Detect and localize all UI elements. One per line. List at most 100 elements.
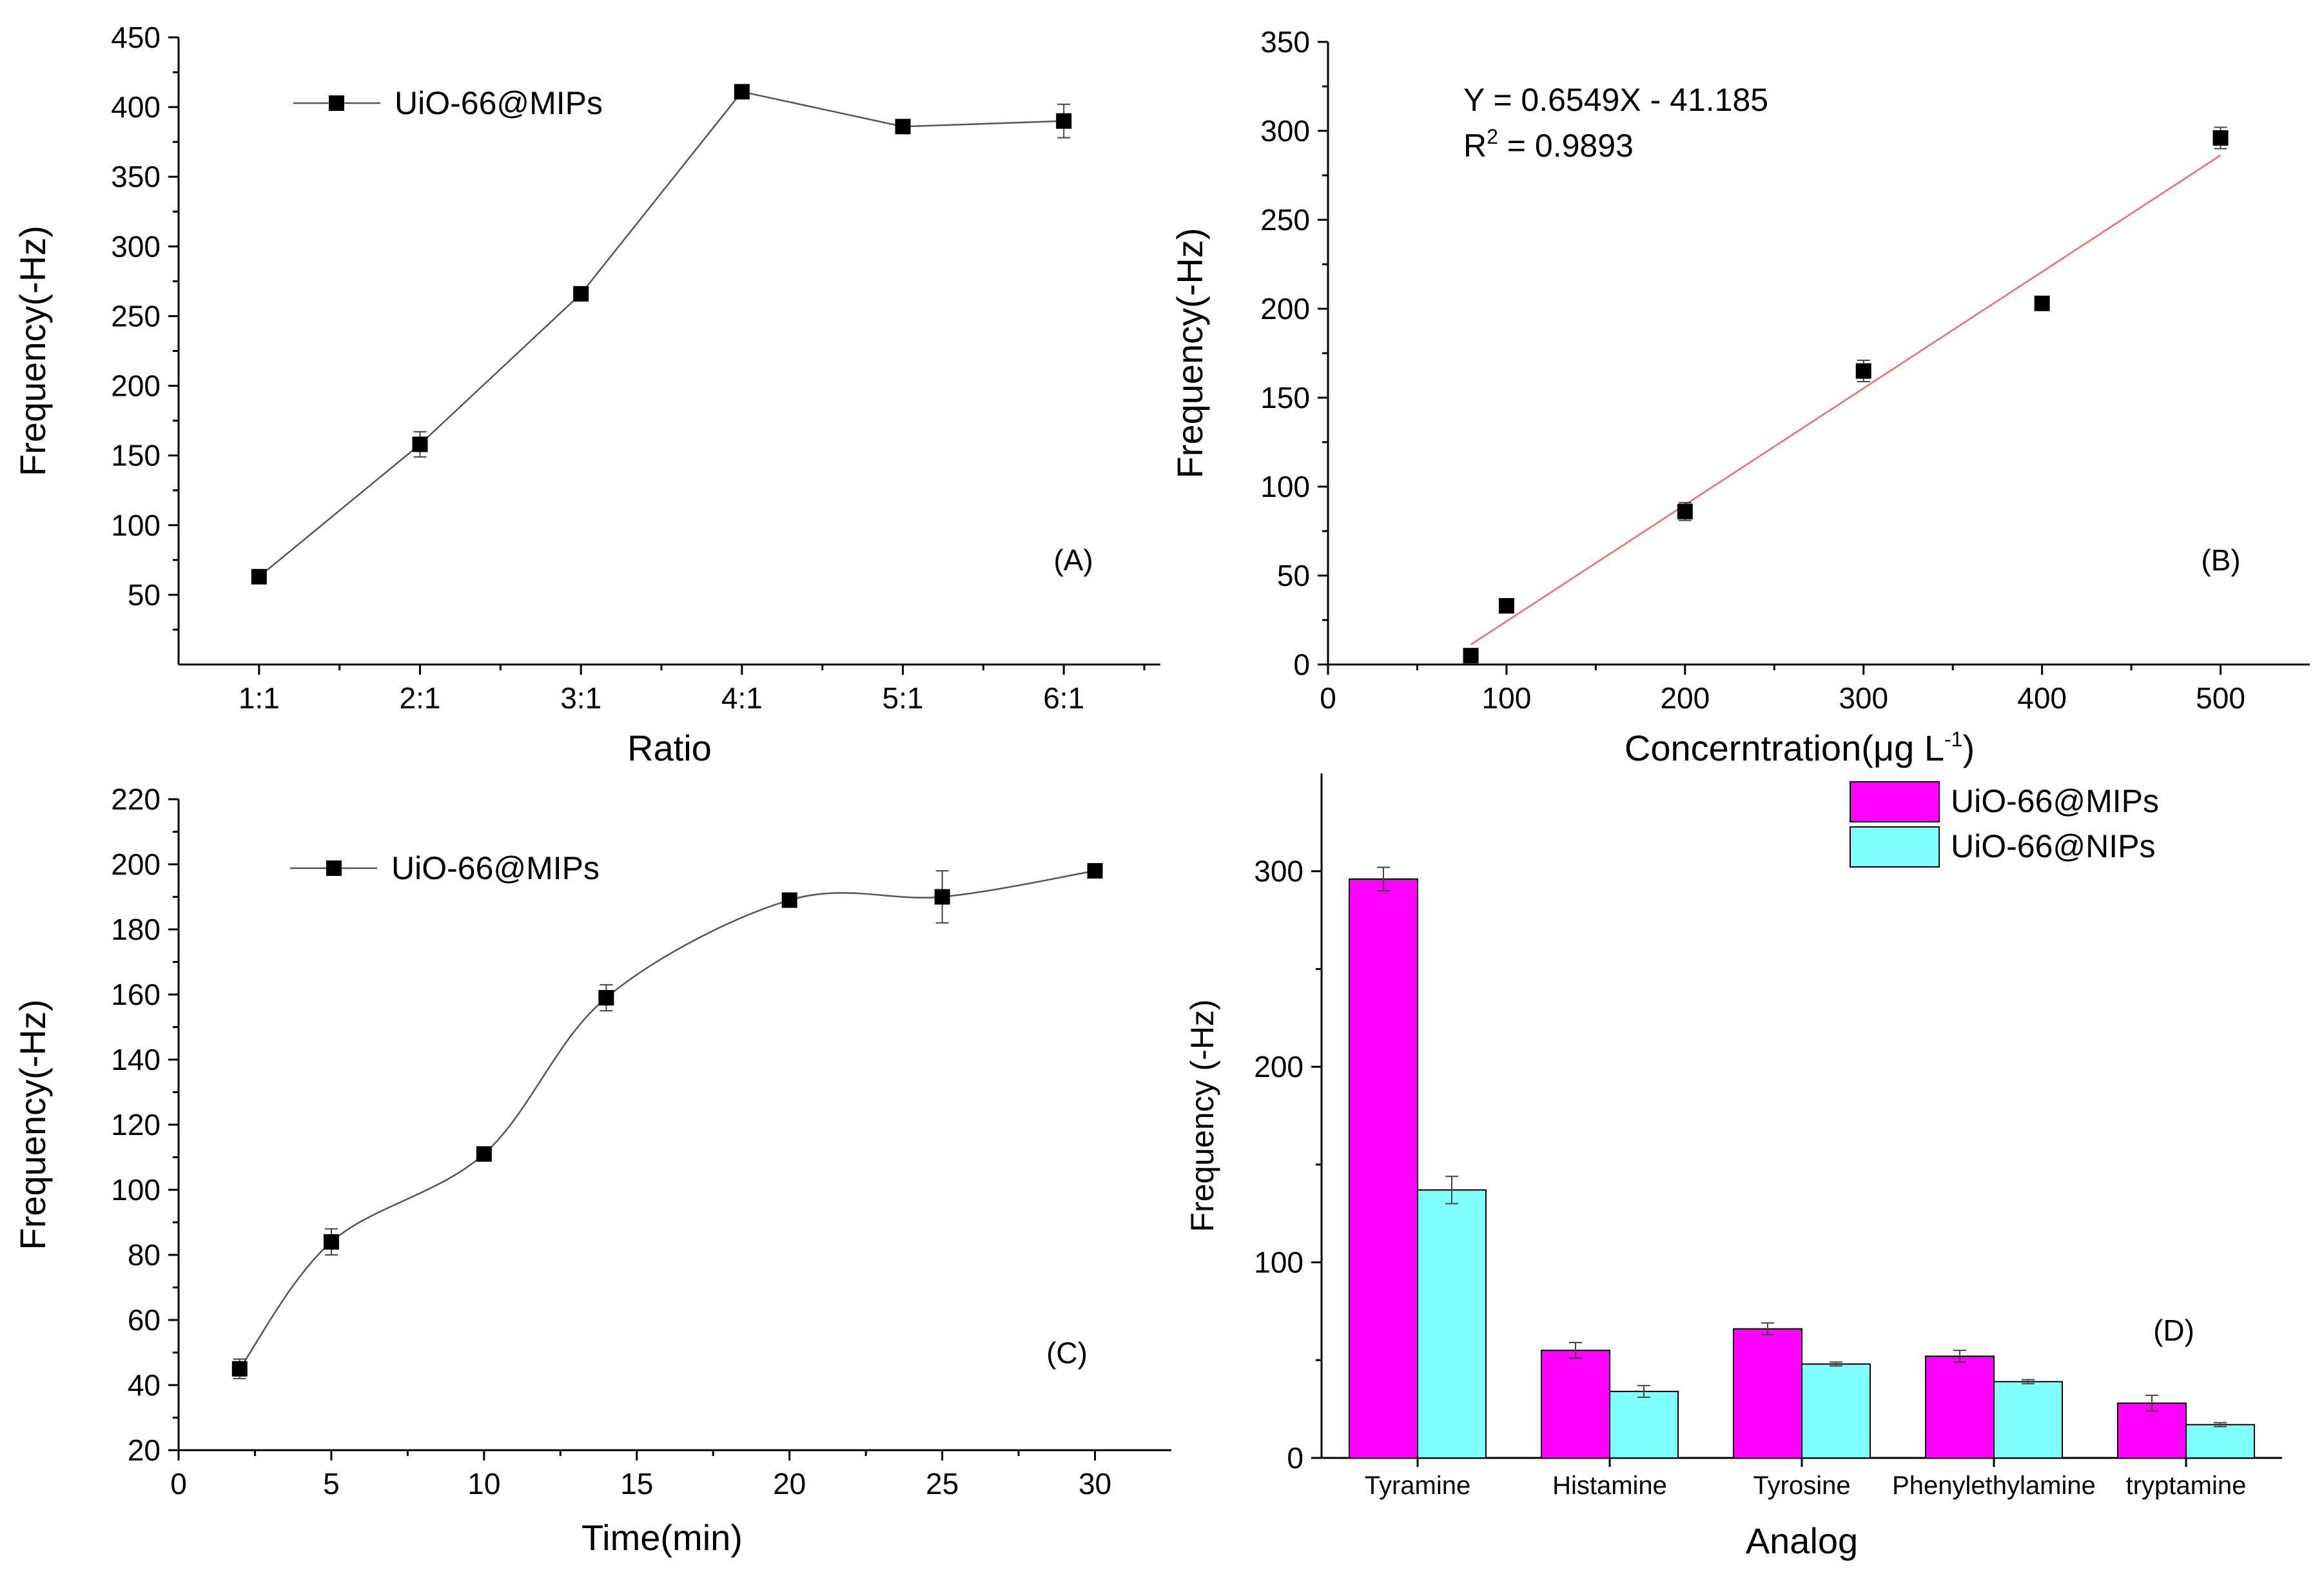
fit-equation: Y = 0.6549X - 41.185 <box>1463 82 1768 118</box>
bar-uio-66-nips <box>1609 1390 1679 1459</box>
x-axis-title-main: Concerntration(μg L <box>1625 728 1944 768</box>
x-category-label: Tyramine <box>1365 1471 1471 1500</box>
y-tick-label: 350 <box>111 160 161 193</box>
bar-uio-66-nips <box>2185 1424 2255 1459</box>
x-tick-label: 5:1 <box>883 681 924 715</box>
data-point <box>2212 130 2229 146</box>
legend-swatch <box>1850 826 1940 868</box>
y-tick-label: 300 <box>111 229 161 263</box>
y-tick-label: 80 <box>128 1238 161 1272</box>
x-tick-label: 1:1 <box>239 681 280 715</box>
x-tick-label: 400 <box>2017 681 2067 715</box>
y-tick-label: 40 <box>128 1368 161 1402</box>
x-tick-label: 0 <box>1320 681 1336 715</box>
panel-d: 0 100 200 300 Tyramine Histamine Tyrosine Pheny… <box>1184 773 2282 1561</box>
y-tick-label: 60 <box>128 1303 161 1337</box>
fit-line <box>1470 154 2221 646</box>
y-axis-title: Frequency (-Hz) <box>1184 999 1220 1232</box>
panel-label: (B) <box>2201 543 2240 577</box>
y-tick-label: 50 <box>128 578 161 612</box>
bar-uio-66-nips <box>1417 1189 1487 1459</box>
y-tick-label: 100 <box>1254 1246 1304 1279</box>
y-tick-label: 100 <box>111 1173 161 1207</box>
data-point <box>734 84 750 100</box>
y-tick-label: 120 <box>111 1108 161 1141</box>
y-tick-label: 200 <box>1260 292 1310 325</box>
x-axis-title-superscript: -1 <box>1944 728 1962 751</box>
y-tick-label: 250 <box>1260 203 1310 237</box>
x-axis-title: Ratio <box>627 728 712 768</box>
y-tick-label: 220 <box>111 782 161 816</box>
y-tick-label: 100 <box>1260 470 1310 503</box>
y-tick-label: 450 <box>111 21 161 54</box>
data-point <box>1677 503 1693 519</box>
data-point <box>1463 648 1479 664</box>
y-tick-label: 400 <box>111 90 161 124</box>
panel-label: (D) <box>2153 1314 2194 1347</box>
y-tick-label: 0 <box>1293 648 1310 681</box>
r-squared-symbol: R <box>1463 128 1487 164</box>
y-tick-label: 150 <box>111 439 161 472</box>
y-tick-label: 300 <box>1260 114 1310 148</box>
bar-uio-66-mips <box>1925 1355 1995 1459</box>
x-tick-label: 0 <box>170 1467 187 1500</box>
data-point <box>573 286 589 302</box>
legend-label: UiO-66@NIPs <box>1951 828 2155 864</box>
data-point <box>1087 863 1103 879</box>
r-squared-value: = 0.9893 <box>1498 128 1634 164</box>
x-tick-label: 4:1 <box>721 681 763 715</box>
data-point <box>251 568 267 585</box>
x-tick-label: 500 <box>2196 681 2245 715</box>
panel-b: 0 50 100 150 200 250 300 350 0 100 200 300 400 500 Y =… <box>1169 25 2310 768</box>
x-axis-title: Concerntration(μg L-1) <box>1625 728 1975 768</box>
x-category-label: tryptamine <box>2126 1471 2247 1500</box>
legend-label: UiO-66@MIPs <box>1951 783 2159 819</box>
x-tick-label: 3:1 <box>560 681 601 715</box>
data-point <box>781 892 797 908</box>
x-category-label: Phenylethylamine <box>1892 1471 2096 1500</box>
panel-label: (C) <box>1046 1336 1088 1370</box>
x-category-label: Histamine <box>1552 1471 1667 1500</box>
x-tick-label: 300 <box>1839 681 1888 715</box>
bar-uio-66-mips <box>1541 1350 1610 1459</box>
y-tick-label: 0 <box>1287 1441 1304 1475</box>
x-tick-label: 5 <box>323 1467 340 1500</box>
data-point <box>323 1234 339 1250</box>
data-point <box>412 436 428 452</box>
x-tick-label: 200 <box>1660 681 1710 715</box>
y-tick-label: 250 <box>111 299 161 333</box>
y-tick-label: 200 <box>1254 1050 1304 1083</box>
data-point <box>231 1361 248 1377</box>
y-tick-label: 150 <box>1260 381 1310 414</box>
y-tick-label: 200 <box>111 369 161 403</box>
x-tick-label: 100 <box>1482 681 1532 715</box>
x-category-label: Tyrosine <box>1753 1471 1850 1500</box>
y-tick-label: 50 <box>1277 559 1310 592</box>
data-point <box>934 889 950 905</box>
legend-marker <box>329 95 344 111</box>
x-tick-label: 2:1 <box>400 681 441 715</box>
bar-uio-66-nips <box>1993 1381 2063 1459</box>
x-tick-label: 10 <box>467 1467 500 1500</box>
y-axis-title: Frequency(-Hz) <box>1169 228 1210 479</box>
legend-swatch <box>1850 781 1940 822</box>
legend-label: UiO-66@MIPs <box>391 850 600 886</box>
x-tick-label: 6:1 <box>1043 681 1084 715</box>
r-squared: R2 = 0.9893 <box>1463 125 1634 164</box>
bar-uio-66-mips <box>1349 878 1418 1459</box>
panel-label: (A) <box>1053 543 1093 577</box>
x-axis-title-end: ) <box>1962 728 1975 768</box>
r-squared-superscript: 2 <box>1487 125 1498 148</box>
y-tick-label: 300 <box>1254 855 1304 888</box>
x-axis-title: Time(min) <box>581 1517 743 1558</box>
data-point <box>598 990 614 1006</box>
data-point <box>1855 363 1871 379</box>
data-point <box>895 119 911 135</box>
y-axis-title: Frequency(-Hz) <box>12 1000 53 1250</box>
y-tick-label: 180 <box>111 913 161 946</box>
bar-uio-66-nips <box>1801 1363 1871 1459</box>
bar-uio-66-mips <box>1733 1328 1802 1459</box>
y-tick-label: 140 <box>111 1043 161 1076</box>
y-tick-label: 100 <box>111 509 161 542</box>
